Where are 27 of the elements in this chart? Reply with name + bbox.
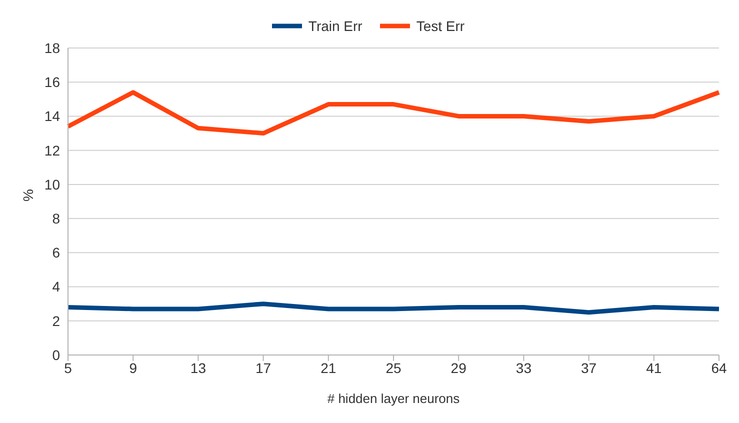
y-tick-label: 10 <box>44 176 60 192</box>
legend-label: Train Err <box>307 18 362 34</box>
line-series <box>66 90 722 136</box>
x-tick-label: 9 <box>129 360 138 376</box>
legend-label: Test Err <box>415 18 465 34</box>
x-tick-label: 29 <box>450 360 467 376</box>
x-tick-label: 13 <box>190 360 206 376</box>
y-tick-label: 16 <box>44 74 60 90</box>
x-tick-label: 37 <box>581 360 597 376</box>
x-tick-label: 41 <box>646 360 662 376</box>
x-axis-title: # hidden layer neurons <box>327 391 460 406</box>
y-axis-title: % <box>20 189 36 202</box>
y-tick-label: 18 <box>44 40 60 56</box>
y-tick-label: 0 <box>52 346 60 363</box>
y-tick-label: 8 <box>52 210 60 227</box>
y-tick-label: 4 <box>52 278 60 295</box>
x-tick-label: 25 <box>386 360 402 376</box>
x-tick-label: 33 <box>516 360 532 376</box>
x-tick-label: 17 <box>256 360 272 376</box>
y-tick-label: 14 <box>44 108 60 124</box>
x-tick-label: 21 <box>320 360 336 376</box>
x-tick-label: 5 <box>64 360 72 376</box>
y-tick-label: 2 <box>52 312 60 329</box>
x-tick-label: 64 <box>711 360 727 376</box>
y-tick-label: 12 <box>44 142 60 158</box>
y-tick-label: 6 <box>52 244 60 261</box>
line-series <box>66 302 722 315</box>
